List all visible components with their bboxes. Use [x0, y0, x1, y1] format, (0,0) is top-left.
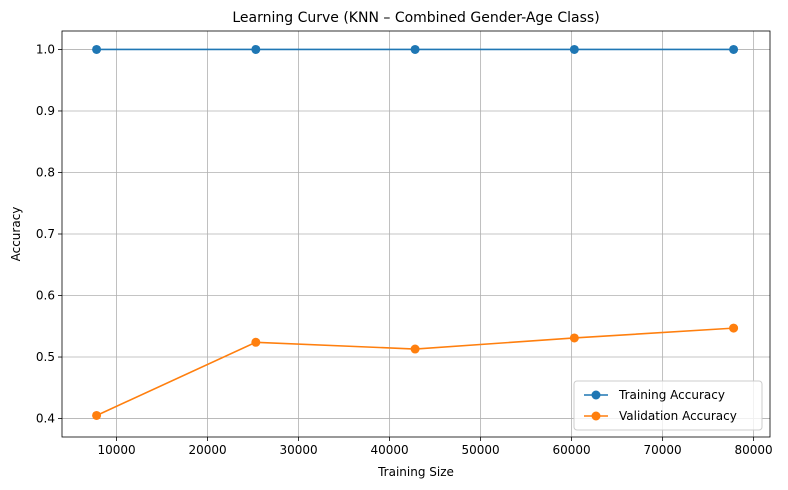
x-tick-label: 60000 — [553, 443, 591, 457]
y-tick-label: 0.7 — [36, 227, 55, 241]
y-tick-label: 0.8 — [36, 165, 55, 179]
x-tick-label: 70000 — [644, 443, 682, 457]
legend-marker — [591, 411, 601, 421]
data-point — [729, 323, 739, 333]
data-point — [92, 410, 102, 420]
legend-label: Validation Accuracy — [619, 409, 737, 423]
data-series — [92, 44, 739, 420]
legend-box — [573, 380, 763, 431]
chart-title: Learning Curve (KNN – Combined Gender-Ag… — [232, 10, 599, 26]
legend: Training Accuracy Validation Accuracy — [573, 380, 763, 431]
legend-marker — [591, 390, 601, 400]
data-point — [92, 44, 102, 54]
x-axis-ticks: 10000 20000 30000 40000 50000 60000 70000 80000 — [98, 437, 773, 457]
x-tick-label: 20000 — [189, 443, 227, 457]
data-point — [251, 44, 261, 54]
y-tick-label: 0.4 — [36, 412, 55, 426]
y-axis-ticks: 0.4 0.5 0.6 0.7 0.8 0.9 1.0 — [36, 42, 62, 426]
data-point — [410, 344, 420, 354]
y-tick-label: 0.5 — [36, 350, 55, 364]
data-point — [729, 44, 739, 54]
x-axis-label: Training Size — [377, 465, 454, 479]
data-point — [410, 44, 420, 54]
x-tick-label: 40000 — [371, 443, 409, 457]
legend-label: Training Accuracy — [618, 388, 725, 402]
series-validation-accuracy — [92, 323, 739, 420]
y-tick-label: 0.9 — [36, 104, 55, 118]
series-training-accuracy — [92, 44, 739, 54]
x-tick-label: 80000 — [735, 443, 773, 457]
grid-lines — [62, 31, 770, 437]
y-tick-label: 1.0 — [36, 42, 55, 56]
x-tick-label: 10000 — [98, 443, 136, 457]
x-tick-label: 30000 — [280, 443, 318, 457]
data-point — [569, 44, 579, 54]
data-point — [251, 337, 261, 347]
y-axis-label: Accuracy — [9, 207, 23, 262]
data-point — [569, 333, 579, 343]
y-tick-label: 0.6 — [36, 289, 55, 303]
x-tick-label: 50000 — [462, 443, 500, 457]
